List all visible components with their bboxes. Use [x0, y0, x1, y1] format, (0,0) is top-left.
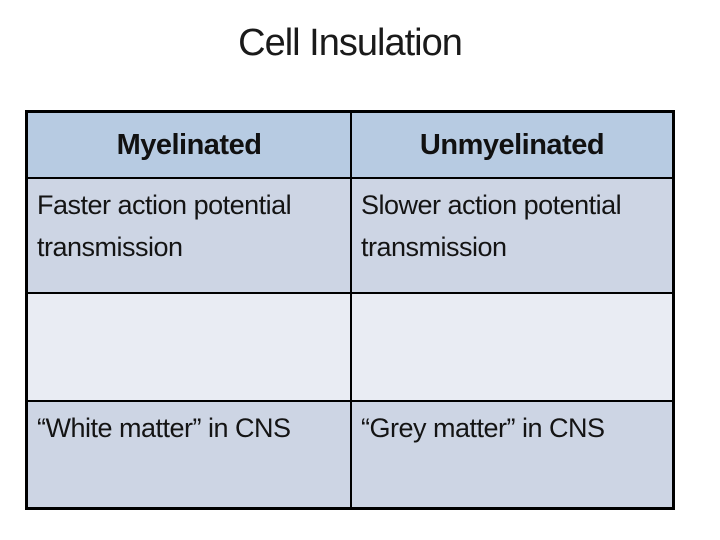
header-cell-unmyelinated: Unmyelinated: [350, 113, 672, 177]
cell-empty-right: [350, 294, 672, 400]
table-row-empty: [28, 292, 672, 400]
table-header-row: Myelinated Unmyelinated: [28, 113, 672, 177]
cell-empty-left: [28, 294, 350, 400]
header-cell-myelinated: Myelinated: [116, 128, 262, 161]
cell-slower-transmission: Slower action potential transmission: [350, 179, 672, 292]
comparison-table: Myelinated Unmyelinated Faster action po…: [25, 110, 675, 510]
cell-grey-matter: “Grey matter” in CNS: [350, 402, 672, 507]
cell-faster-transmission: Faster action potential transmission: [37, 190, 292, 262]
table-row-transmission: Faster action potential transmission Slo…: [28, 177, 672, 292]
cell-white-matter: “White matter” in CNS: [37, 413, 291, 443]
slide-title: Cell Insulation: [238, 22, 463, 64]
table-row-matter: “White matter” in CNS “Grey matter” in C…: [28, 400, 672, 507]
